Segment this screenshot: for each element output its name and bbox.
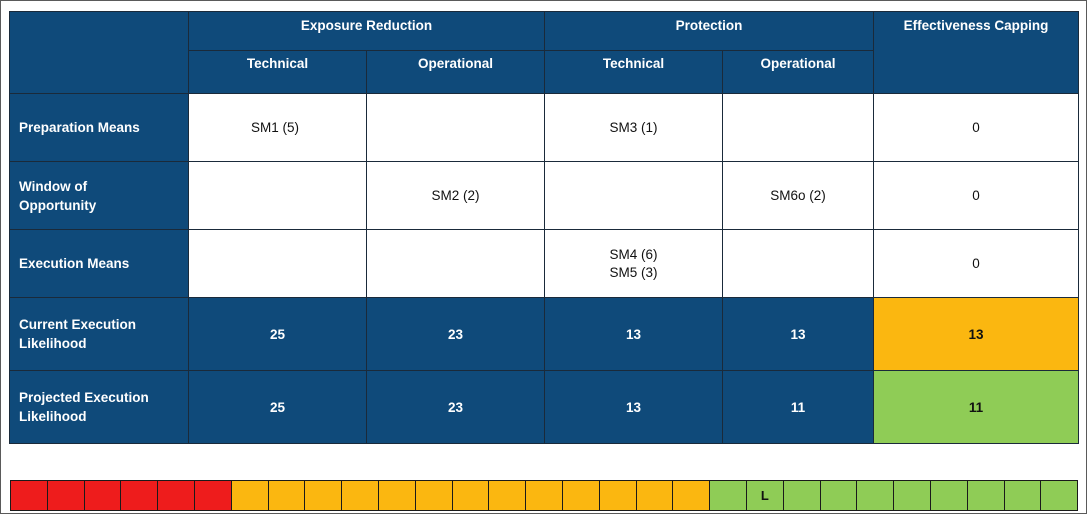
row-execution-means: Execution Means SM4 (6) SM5 (3) 0 xyxy=(9,229,1080,298)
cell-projected-er-technical: 25 xyxy=(188,370,367,444)
row-label-current-line2: Likelihood xyxy=(19,336,87,351)
scale-segment xyxy=(783,481,821,510)
scale-segment xyxy=(820,481,858,510)
scale-segment xyxy=(452,481,490,510)
scale-segment xyxy=(1041,481,1078,510)
cell-execution-capping: 0 xyxy=(873,229,1080,298)
protection-header: Protection xyxy=(543,11,875,51)
scale-segment xyxy=(268,481,306,510)
scale-segment xyxy=(489,481,527,510)
pr-operational-header: Operational xyxy=(721,50,875,94)
cell-window-capping: 0 xyxy=(873,161,1080,230)
row-label-window-line1: Window of xyxy=(19,178,88,194)
cell-execution-pr-operational xyxy=(721,229,875,298)
cell-current-er-operational: 23 xyxy=(366,297,545,371)
row-projected-execution-likelihood: Projected Execution Likelihood 25 23 13 … xyxy=(9,370,1080,444)
scale-segment: L xyxy=(746,481,784,510)
row-label-preparation-means: Preparation Means xyxy=(9,93,189,162)
cell-current-er-technical: 25 xyxy=(188,297,367,371)
scale-segment xyxy=(194,481,232,510)
scale-segment xyxy=(930,481,968,510)
cell-execution-er-operational xyxy=(366,229,545,298)
scale-segment xyxy=(967,481,1005,510)
scale-segment xyxy=(857,481,895,510)
scale-segment xyxy=(11,481,48,510)
header-row-groups: Exposure Reduction Protection Effectiven… xyxy=(9,11,1080,94)
scale-segment xyxy=(231,481,269,510)
scale-segment xyxy=(342,481,379,510)
cell-window-er-technical xyxy=(188,161,367,230)
row-label-window-line2: Opportunity xyxy=(19,197,97,213)
scale-segment xyxy=(158,481,195,510)
cell-projected-pr-operational: 11 xyxy=(721,370,875,444)
er-technical-header: Technical xyxy=(188,50,367,94)
row-label-projected-line1: Projected Execution xyxy=(19,390,149,405)
cell-projected-capping: 11 xyxy=(873,370,1080,444)
likelihood-color-scale: L xyxy=(10,480,1078,511)
scale-segment xyxy=(1004,481,1042,510)
scale-segment xyxy=(378,481,416,510)
scale-segment xyxy=(894,481,931,510)
cell-projected-pr-technical: 13 xyxy=(544,370,723,444)
er-operational-header: Operational xyxy=(366,50,545,94)
row-preparation-means: Preparation Means SM1 (5) SM3 (1) 0 xyxy=(9,93,1080,162)
cell-preparation-capping: 0 xyxy=(873,93,1080,162)
cell-current-pr-technical: 13 xyxy=(544,297,723,371)
exposure-reduction-header: Exposure Reduction xyxy=(188,11,545,51)
cell-preparation-er-technical: SM1 (5) xyxy=(188,93,367,162)
scale-segment xyxy=(636,481,674,510)
row-label-projected-line2: Likelihood xyxy=(19,409,87,424)
cell-execution-er-technical xyxy=(188,229,367,298)
cell-current-capping: 13 xyxy=(873,297,1080,371)
scale-segment xyxy=(415,481,453,510)
cell-execution-pr-technical-line1: SM4 (6) xyxy=(609,246,658,262)
scale-segment xyxy=(710,481,747,510)
scale-segment xyxy=(47,481,85,510)
cell-window-pr-technical xyxy=(544,161,723,230)
pr-technical-header: Technical xyxy=(544,50,723,94)
scale-segment xyxy=(305,481,343,510)
cell-preparation-er-operational xyxy=(366,93,545,162)
corner-header-cell xyxy=(9,11,189,94)
cell-window-pr-operational: SM6o (2) xyxy=(721,161,875,230)
cell-window-er-operational: SM2 (2) xyxy=(366,161,545,230)
scale-segment xyxy=(562,481,600,510)
row-label-projected-likelihood: Projected Execution Likelihood xyxy=(9,370,189,444)
row-label-window-of-opportunity: Window of Opportunity xyxy=(9,161,189,230)
effectiveness-capping-header: Effectiveness Capping xyxy=(873,11,1080,94)
cell-preparation-pr-technical: SM3 (1) xyxy=(544,93,723,162)
cell-preparation-pr-operational xyxy=(721,93,875,162)
cell-execution-pr-technical: SM4 (6) SM5 (3) xyxy=(544,229,723,298)
row-label-execution-means: Execution Means xyxy=(9,229,189,298)
scale-segment xyxy=(121,481,159,510)
cell-projected-er-operational: 23 xyxy=(366,370,545,444)
row-window-of-opportunity: Window of Opportunity SM2 (2) SM6o (2) 0 xyxy=(9,161,1080,230)
scale-segment xyxy=(673,481,711,510)
scale-segment xyxy=(599,481,637,510)
cell-execution-pr-technical-line2: SM5 (3) xyxy=(609,264,658,280)
scale-segment xyxy=(84,481,122,510)
row-current-execution-likelihood: Current Execution Likelihood 25 23 13 13… xyxy=(9,297,1080,371)
header-row-subcolumns: Technical Operational Technical Operatio… xyxy=(10,50,1079,94)
likelihood-matrix-table: Exposure Reduction Protection Effectiven… xyxy=(9,11,1080,444)
scale-segment xyxy=(526,481,563,510)
row-label-current-likelihood: Current Execution Likelihood xyxy=(9,297,189,371)
row-label-current-line1: Current Execution xyxy=(19,317,137,332)
cell-current-pr-operational: 13 xyxy=(721,297,875,371)
